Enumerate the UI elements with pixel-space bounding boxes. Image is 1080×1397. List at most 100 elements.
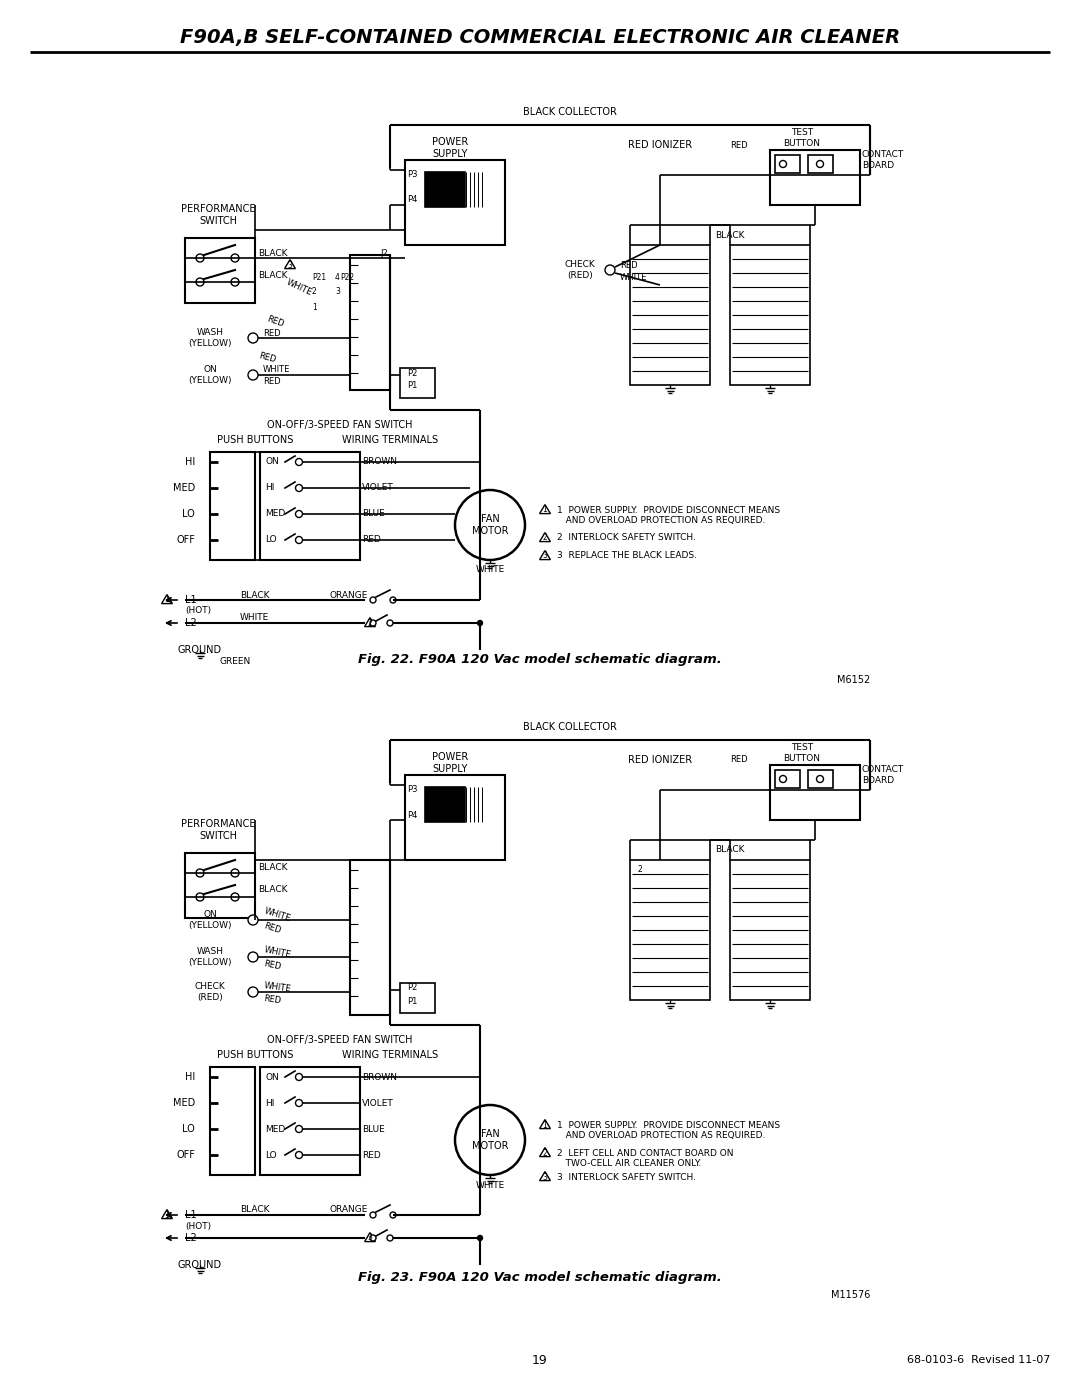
- Text: 3: 3: [367, 1234, 373, 1242]
- Circle shape: [248, 915, 258, 925]
- Text: 3  REPLACE THE BLACK LEADS.: 3 REPLACE THE BLACK LEADS.: [557, 552, 697, 560]
- Text: RED: RED: [620, 260, 637, 270]
- Bar: [210, 1067, 255, 1175]
- Text: Fig. 22. F90A 120 Vac model schematic diagram.: Fig. 22. F90A 120 Vac model schematic di…: [359, 654, 721, 666]
- Text: MED: MED: [173, 483, 195, 493]
- Text: WHITE: WHITE: [264, 366, 291, 374]
- Text: (HOT): (HOT): [185, 606, 211, 616]
- Text: P3: P3: [407, 785, 418, 793]
- Circle shape: [387, 620, 393, 626]
- Circle shape: [390, 597, 396, 604]
- Text: 3: 3: [542, 552, 548, 560]
- Text: GROUND: GROUND: [178, 1260, 222, 1270]
- Text: ON: ON: [265, 1073, 279, 1081]
- Circle shape: [816, 161, 824, 168]
- Bar: [775, 770, 800, 788]
- Text: BLACK COLLECTOR: BLACK COLLECTOR: [523, 108, 617, 117]
- Text: FAN
MOTOR: FAN MOTOR: [472, 1129, 509, 1151]
- Text: 19: 19: [532, 1354, 548, 1366]
- Bar: [808, 770, 833, 788]
- Text: P3: P3: [407, 170, 418, 179]
- Circle shape: [477, 620, 483, 626]
- Text: P22: P22: [340, 274, 354, 282]
- Text: OFF: OFF: [176, 1150, 195, 1160]
- Bar: [405, 775, 505, 861]
- Text: 3: 3: [287, 260, 293, 270]
- Text: P21: P21: [312, 274, 326, 282]
- Text: PUSH BUTTONS: PUSH BUTTONS: [217, 1051, 293, 1060]
- Circle shape: [248, 951, 258, 963]
- Bar: [405, 161, 505, 244]
- Text: LO: LO: [183, 1125, 195, 1134]
- Text: WIRING TERMINALS: WIRING TERMINALS: [342, 1051, 438, 1060]
- Text: 1: 1: [164, 1210, 170, 1220]
- Bar: [426, 172, 465, 207]
- Text: RED: RED: [264, 995, 282, 1006]
- Circle shape: [455, 490, 525, 560]
- Circle shape: [370, 597, 376, 604]
- Text: PERFORMANCE
SWITCH: PERFORMANCE SWITCH: [180, 819, 255, 841]
- Circle shape: [390, 1213, 396, 1218]
- Text: 2: 2: [367, 619, 373, 627]
- Circle shape: [195, 869, 204, 877]
- Text: MED: MED: [173, 1098, 195, 1108]
- Text: MED: MED: [265, 510, 285, 518]
- Circle shape: [477, 1235, 483, 1241]
- Circle shape: [296, 510, 302, 517]
- Text: RED: RED: [264, 330, 281, 338]
- Text: WHITE: WHITE: [264, 981, 292, 993]
- Text: GROUND: GROUND: [178, 645, 222, 655]
- Text: LO: LO: [265, 1151, 276, 1160]
- Circle shape: [296, 485, 302, 492]
- Text: BLACK: BLACK: [258, 271, 287, 279]
- Bar: [426, 787, 465, 821]
- Circle shape: [780, 161, 786, 168]
- Text: RED: RED: [265, 314, 285, 330]
- Text: P2: P2: [407, 369, 417, 377]
- Text: BLACK: BLACK: [240, 591, 270, 599]
- Text: 3  INTERLOCK SAFETY SWITCH.: 3 INTERLOCK SAFETY SWITCH.: [557, 1172, 696, 1182]
- Bar: [630, 861, 710, 1000]
- Text: 2: 2: [542, 1148, 548, 1158]
- Text: 2  INTERLOCK SAFETY SWITCH.: 2 INTERLOCK SAFETY SWITCH.: [557, 534, 696, 542]
- Text: 1: 1: [312, 303, 316, 313]
- Circle shape: [296, 458, 302, 465]
- Text: CONTACT
BOARD: CONTACT BOARD: [862, 151, 904, 169]
- Text: ORANGE: ORANGE: [330, 1206, 368, 1214]
- Text: 4: 4: [335, 274, 340, 282]
- Circle shape: [296, 1099, 302, 1106]
- Text: BLACK: BLACK: [240, 1206, 270, 1214]
- Text: 1: 1: [542, 1120, 548, 1130]
- Text: VIOLET: VIOLET: [362, 1098, 394, 1108]
- Text: ORANGE: ORANGE: [330, 591, 368, 599]
- Text: CHECK
(RED): CHECK (RED): [565, 260, 595, 279]
- Text: POWER
SUPPLY: POWER SUPPLY: [432, 137, 468, 159]
- Circle shape: [248, 370, 258, 380]
- Bar: [210, 453, 255, 560]
- Text: P4: P4: [407, 196, 417, 204]
- Text: RED: RED: [362, 535, 381, 545]
- Text: BLACK: BLACK: [258, 863, 287, 873]
- Text: BLUE: BLUE: [362, 1125, 384, 1133]
- Text: WHITE: WHITE: [475, 1180, 504, 1189]
- Bar: [400, 367, 435, 398]
- Text: M6152: M6152: [837, 675, 870, 685]
- Text: VIOLET: VIOLET: [362, 483, 394, 493]
- Bar: [770, 766, 860, 820]
- Text: WHITE: WHITE: [285, 278, 313, 298]
- Text: 2: 2: [312, 288, 316, 296]
- Text: RED: RED: [264, 377, 281, 387]
- Circle shape: [231, 893, 239, 901]
- Bar: [185, 237, 255, 303]
- Text: BLACK: BLACK: [715, 231, 745, 239]
- Bar: [730, 861, 810, 1000]
- Text: RED: RED: [264, 921, 283, 935]
- Text: 1  POWER SUPPLY.  PROVIDE DISCONNECT MEANS
   AND OVERLOAD PROTECTION AS REQUIRE: 1 POWER SUPPLY. PROVIDE DISCONNECT MEANS…: [557, 1120, 780, 1140]
- Text: GREEN: GREEN: [220, 658, 252, 666]
- Bar: [730, 244, 810, 386]
- Circle shape: [816, 775, 824, 782]
- Text: P4: P4: [407, 810, 417, 820]
- Text: M11576: M11576: [831, 1289, 870, 1301]
- Circle shape: [370, 1235, 376, 1241]
- Text: BROWN: BROWN: [362, 457, 397, 467]
